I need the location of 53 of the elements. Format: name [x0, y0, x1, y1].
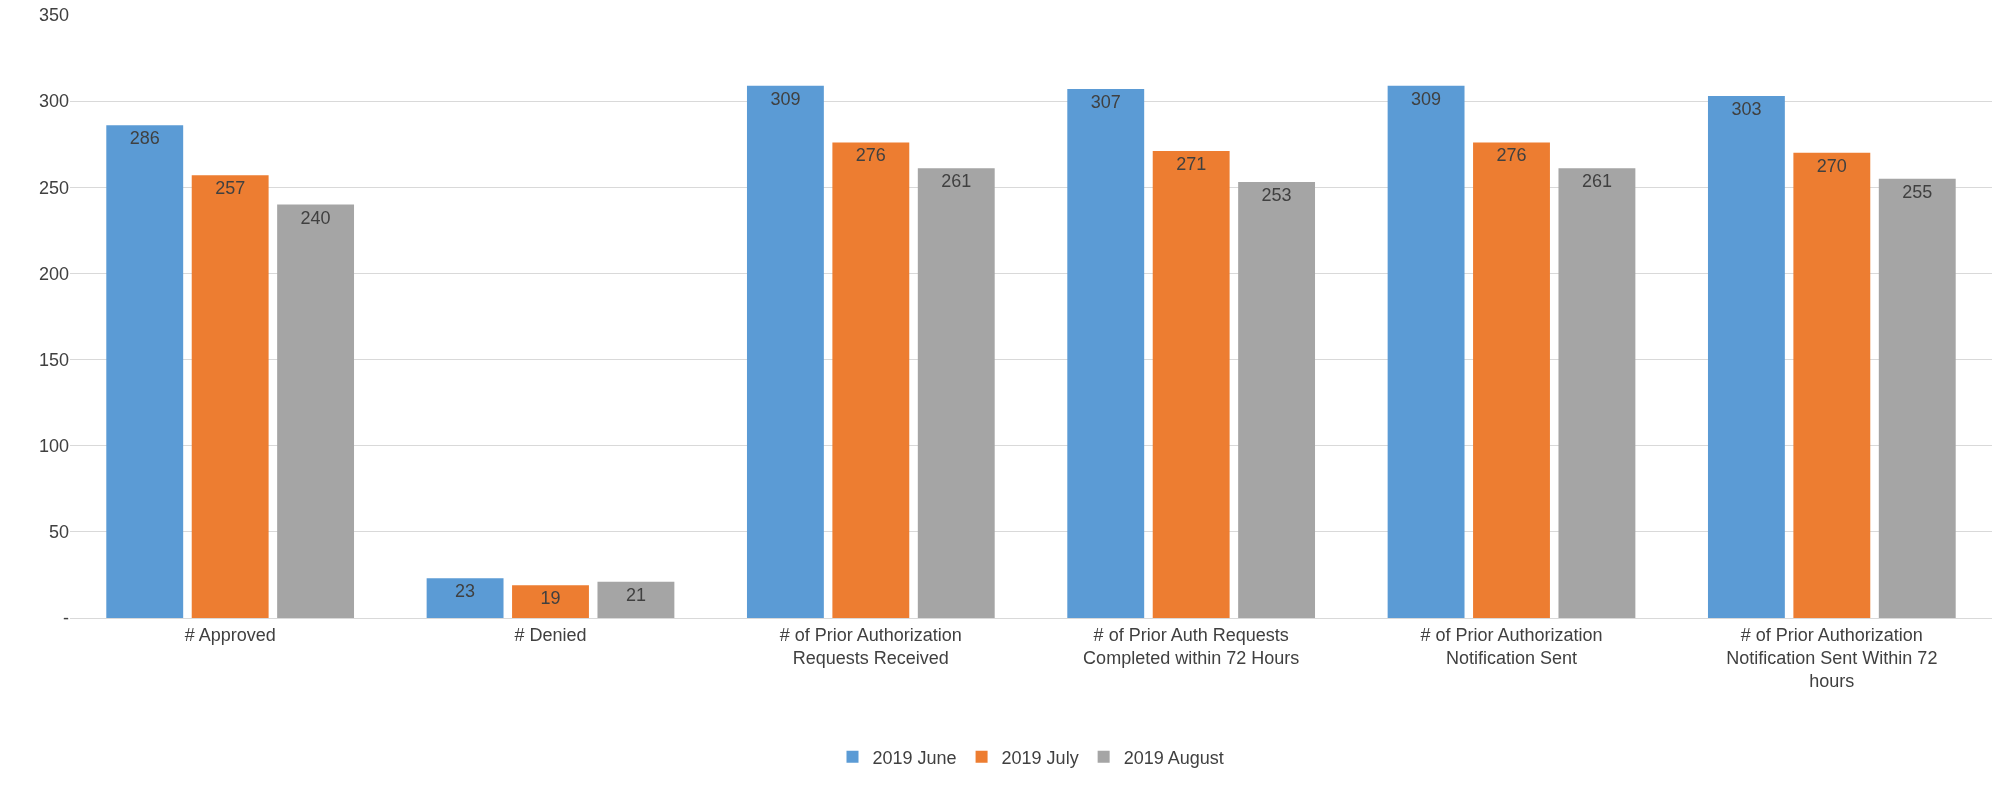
bar	[426, 578, 504, 618]
legend-label: 2019 June	[872, 747, 957, 768]
data-label: 309	[1411, 88, 1442, 109]
data-label: 255	[1902, 181, 1933, 202]
data-label: 240	[300, 207, 331, 228]
y-tick-label: 150	[38, 349, 69, 370]
bar	[1793, 152, 1871, 618]
bar	[1707, 95, 1785, 618]
data-label: 276	[855, 145, 886, 166]
legend-label: 2019 August	[1123, 747, 1224, 768]
y-tick-label: 200	[38, 263, 69, 284]
data-label: 286	[129, 128, 160, 149]
y-tick-label: 50	[48, 522, 69, 543]
legend-label: 2019 July	[1001, 747, 1079, 768]
data-label: 261	[1581, 171, 1612, 192]
data-label: 23	[455, 581, 476, 602]
y-tick-label: 300	[38, 91, 69, 112]
data-label: 261	[941, 171, 972, 192]
x-tick-label: # Approved	[184, 624, 276, 645]
bar	[277, 204, 355, 618]
bar	[832, 142, 910, 618]
data-label: 257	[215, 178, 246, 199]
bar	[1387, 85, 1465, 618]
bar	[106, 125, 184, 618]
x-tick-label: # of Prior Authorization Notification Sent	[1420, 624, 1603, 668]
bar	[746, 85, 824, 618]
data-label: 307	[1090, 92, 1121, 113]
bar	[1558, 168, 1636, 618]
x-tick-label: # of Prior Auth Requests Completed within 72 Hours	[1083, 624, 1300, 668]
bar	[1878, 178, 1956, 618]
bar	[1238, 182, 1316, 618]
data-label: 253	[1261, 185, 1292, 206]
data-label: 303	[1731, 98, 1762, 119]
bar	[597, 581, 675, 618]
data-label: 271	[1176, 154, 1207, 175]
data-label: 276	[1496, 145, 1527, 166]
y-tick-label: 350	[38, 5, 69, 26]
x-tick-label: # Denied	[514, 624, 587, 645]
bar	[917, 168, 995, 618]
data-label: 270	[1816, 155, 1847, 176]
bar	[512, 585, 589, 618]
x-tick-label: # of Prior Authorization Notification Sent Within 72 hours	[1726, 624, 1938, 692]
data-label: 309	[770, 88, 801, 109]
bar	[1067, 89, 1145, 618]
y-tick-label: 100	[38, 436, 69, 457]
y-tick-label: 250	[38, 177, 69, 198]
data-label: 19	[540, 588, 561, 609]
bar	[1152, 151, 1230, 618]
data-label: 21	[625, 584, 646, 605]
bar	[1473, 142, 1550, 618]
y-tick-label: -	[63, 608, 69, 629]
x-tick-label: # of Prior Authorization Requests Received	[779, 624, 962, 668]
bar	[191, 175, 269, 618]
